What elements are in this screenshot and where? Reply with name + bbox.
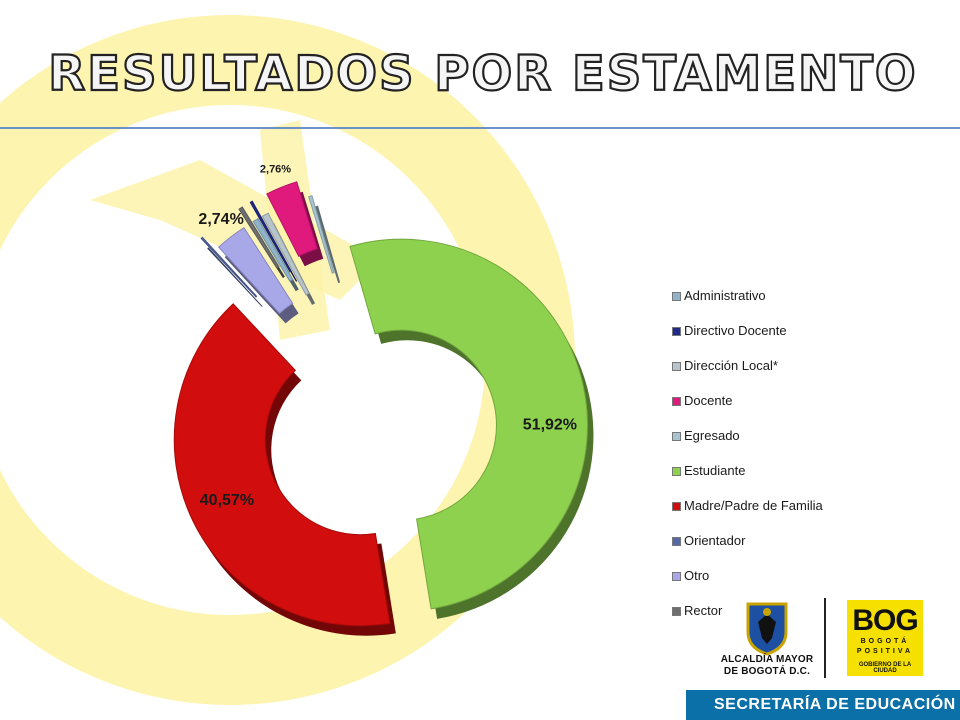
slice-orientador: [200, 236, 263, 307]
legend-item-rector: Rector: [672, 599, 942, 634]
bog-logo: BOG BOGOTÁ POSITIVA GOBIERNO DE LA CIUDA…: [847, 600, 923, 676]
legend-label: Docente: [684, 393, 733, 408]
slice-face: [308, 195, 335, 274]
legend-swatch: [672, 362, 681, 371]
legend-swatch: [672, 397, 681, 406]
bog-logo-line1: BOGOTÁ: [860, 638, 910, 645]
legend-swatch: [672, 467, 681, 476]
slice-otro: [217, 226, 299, 324]
coat-of-arms-icon: [746, 602, 788, 656]
legend-label: Administrativo: [684, 288, 766, 303]
slice-face: [238, 206, 280, 269]
slice-estudiante: [349, 238, 594, 619]
legend-item-direcci-n-local: Dirección Local*: [672, 354, 942, 389]
footer-bar: SECRETARÍA DE EDUCACIÓN: [686, 690, 960, 720]
slice-docente: [266, 181, 324, 267]
data-label-madre-padre-de-familia: 40,57%: [200, 492, 254, 509]
slide-title: RESULTADOS POR ESTAMENTO: [48, 46, 917, 102]
alcaldia-logo: ALCALDÍA MAYOR DE BOGOTÁ D.C.: [712, 598, 822, 680]
bog-logo-line3: GOBIERNO DE LA CIUDAD: [858, 662, 912, 674]
slice-face: [200, 236, 258, 298]
legend-label: Dirección Local*: [684, 358, 778, 373]
slide-title-area: RESULTADOS POR ESTAMENTO: [47, 45, 917, 103]
legend-label: Madre/Padre de Familia: [684, 498, 823, 513]
slice-face: [217, 226, 294, 315]
legend-item-docente: Docente: [672, 389, 942, 424]
slice-face: [266, 181, 318, 257]
legend-item-orientador: Orientador: [672, 529, 942, 564]
data-label-estudiante: 51,92%: [523, 417, 577, 434]
alcaldia-line1: ALCALDÍA MAYOR: [720, 654, 814, 665]
legend-swatch: [672, 327, 681, 336]
slice-rector: [238, 206, 285, 279]
legend-label: Otro: [684, 568, 710, 583]
slice-side: [207, 247, 263, 307]
slice-egresado: [308, 195, 341, 284]
legend-item-estudiante: Estudiante: [672, 459, 942, 494]
slice-directivo-docente: [249, 200, 298, 282]
slice-madre-padre-de-familia: [173, 303, 396, 636]
legend-label: Orientador: [684, 533, 746, 548]
legend-label: Directivo Docente: [684, 323, 787, 338]
legend-swatch: [672, 607, 681, 616]
logo-divider: [824, 598, 826, 678]
data-label-otro: 2,74%: [198, 211, 243, 228]
legend-swatch: [672, 502, 681, 511]
slice-face: [173, 303, 391, 627]
title-rule: [0, 127, 960, 129]
legend-item-otro: Otro: [672, 564, 942, 599]
slice-direcci-n-local: [261, 212, 316, 305]
data-label-docente: 2,76%: [260, 163, 291, 175]
legend-label: Rector: [684, 603, 723, 618]
bog-logo-line2: POSITIVA: [856, 648, 914, 655]
legend-swatch: [672, 537, 681, 546]
bog-logo-title: BOG: [852, 604, 918, 637]
chart-legend: Administrativo Directivo Docente Dirección…: [672, 284, 942, 634]
slice-face: [349, 238, 588, 610]
slice-face: [261, 212, 310, 296]
legend-item-administrativo: Administrativo: [672, 284, 942, 319]
slice-face: [252, 217, 294, 282]
legend-label: Estudiante: [684, 463, 746, 478]
slice-face: [249, 200, 292, 273]
legend-swatch: [672, 572, 681, 581]
legend-swatch: [672, 292, 681, 301]
legend-item-madre-padre-de-familia: Madre/Padre de Familia: [672, 494, 942, 529]
alcaldia-line2: DE BOGOTÁ D.C.: [723, 666, 811, 677]
slice-side: [314, 205, 341, 284]
slice-administrativo: [252, 217, 299, 292]
legend-item-egresado: Egresado: [672, 424, 942, 459]
legend-label: Egresado: [684, 428, 740, 443]
legend-swatch: [672, 432, 681, 441]
legend-item-directivo-docente: Directivo Docente: [672, 319, 942, 354]
